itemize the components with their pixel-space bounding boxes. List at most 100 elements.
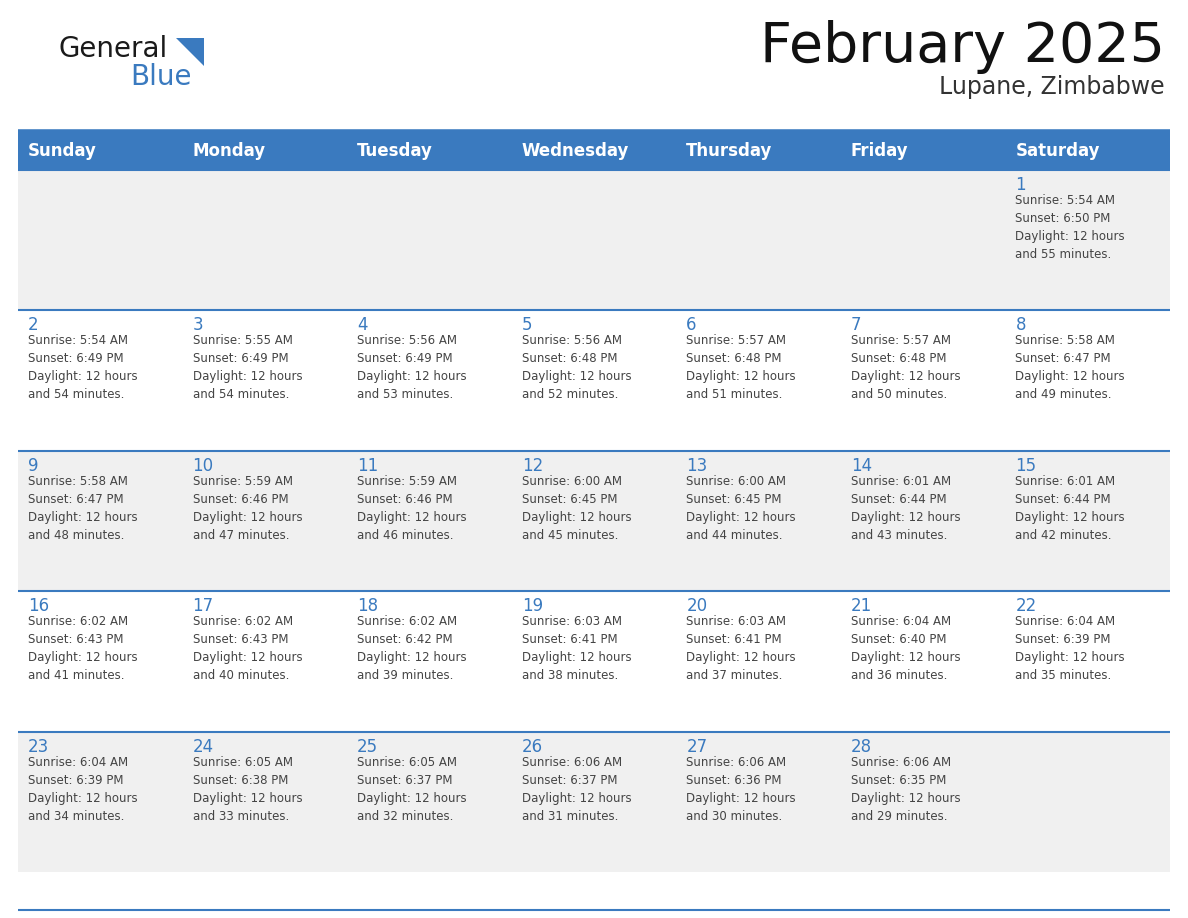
Bar [676,132,841,170]
Text: Sunrise: 5:58 AM
Sunset: 6:47 PM
Daylight: 12 hours
and 49 minutes.: Sunrise: 5:58 AM Sunset: 6:47 PM Dayligh… [1016,334,1125,401]
Bar [183,451,347,591]
Text: Tuesday: Tuesday [358,142,432,160]
Bar [18,170,183,310]
Text: 18: 18 [358,598,378,615]
Bar [512,310,676,451]
Bar [183,591,347,732]
Text: 10: 10 [192,457,214,475]
Bar [1005,591,1170,732]
Bar [676,732,841,872]
Text: Sunrise: 6:04 AM
Sunset: 6:39 PM
Daylight: 12 hours
and 35 minutes.: Sunrise: 6:04 AM Sunset: 6:39 PM Dayligh… [1016,615,1125,682]
Text: 20: 20 [687,598,707,615]
Text: Sunrise: 6:04 AM
Sunset: 6:39 PM
Daylight: 12 hours
and 34 minutes.: Sunrise: 6:04 AM Sunset: 6:39 PM Dayligh… [29,756,138,823]
Text: Sunrise: 6:03 AM
Sunset: 6:41 PM
Daylight: 12 hours
and 37 minutes.: Sunrise: 6:03 AM Sunset: 6:41 PM Dayligh… [687,615,796,682]
Bar [18,451,183,591]
Bar [512,451,676,591]
Text: February 2025: February 2025 [760,20,1165,74]
Bar [18,591,183,732]
Text: 2: 2 [29,317,39,334]
Text: Sunrise: 5:59 AM
Sunset: 6:46 PM
Daylight: 12 hours
and 47 minutes.: Sunrise: 5:59 AM Sunset: 6:46 PM Dayligh… [192,475,302,542]
Text: Sunrise: 5:56 AM
Sunset: 6:48 PM
Daylight: 12 hours
and 52 minutes.: Sunrise: 5:56 AM Sunset: 6:48 PM Dayligh… [522,334,631,401]
Bar [347,451,512,591]
Bar [841,591,1005,732]
Text: 12: 12 [522,457,543,475]
Bar [1005,732,1170,872]
Polygon shape [176,38,204,66]
Text: 21: 21 [851,598,872,615]
Text: Sunrise: 5:55 AM
Sunset: 6:49 PM
Daylight: 12 hours
and 54 minutes.: Sunrise: 5:55 AM Sunset: 6:49 PM Dayligh… [192,334,302,401]
Bar [512,732,676,872]
Bar [676,170,841,310]
Text: 8: 8 [1016,317,1026,334]
Bar [347,310,512,451]
Text: Sunrise: 5:59 AM
Sunset: 6:46 PM
Daylight: 12 hours
and 46 minutes.: Sunrise: 5:59 AM Sunset: 6:46 PM Dayligh… [358,475,467,542]
Bar [1005,310,1170,451]
Bar [183,310,347,451]
Bar [1005,451,1170,591]
Text: Sunrise: 6:01 AM
Sunset: 6:44 PM
Daylight: 12 hours
and 43 minutes.: Sunrise: 6:01 AM Sunset: 6:44 PM Dayligh… [851,475,960,542]
Text: Sunrise: 5:54 AM
Sunset: 6:49 PM
Daylight: 12 hours
and 54 minutes.: Sunrise: 5:54 AM Sunset: 6:49 PM Dayligh… [29,334,138,401]
Text: Sunrise: 6:02 AM
Sunset: 6:43 PM
Daylight: 12 hours
and 41 minutes.: Sunrise: 6:02 AM Sunset: 6:43 PM Dayligh… [29,615,138,682]
Text: Sunrise: 6:03 AM
Sunset: 6:41 PM
Daylight: 12 hours
and 38 minutes.: Sunrise: 6:03 AM Sunset: 6:41 PM Dayligh… [522,615,631,682]
Bar [183,170,347,310]
Bar [347,132,512,170]
Text: Sunrise: 6:00 AM
Sunset: 6:45 PM
Daylight: 12 hours
and 45 minutes.: Sunrise: 6:00 AM Sunset: 6:45 PM Dayligh… [522,475,631,542]
Text: 13: 13 [687,457,708,475]
Text: 5: 5 [522,317,532,334]
Text: Sunrise: 6:06 AM
Sunset: 6:35 PM
Daylight: 12 hours
and 29 minutes.: Sunrise: 6:06 AM Sunset: 6:35 PM Dayligh… [851,756,960,823]
Text: Wednesday: Wednesday [522,142,630,160]
Text: Lupane, Zimbabwe: Lupane, Zimbabwe [940,75,1165,99]
Bar [841,132,1005,170]
Text: 9: 9 [29,457,38,475]
Bar [347,170,512,310]
Bar [347,591,512,732]
Text: Sunrise: 6:06 AM
Sunset: 6:37 PM
Daylight: 12 hours
and 31 minutes.: Sunrise: 6:06 AM Sunset: 6:37 PM Dayligh… [522,756,631,823]
Text: 1: 1 [1016,176,1026,194]
Text: 25: 25 [358,737,378,756]
Text: Sunrise: 6:01 AM
Sunset: 6:44 PM
Daylight: 12 hours
and 42 minutes.: Sunrise: 6:01 AM Sunset: 6:44 PM Dayligh… [1016,475,1125,542]
Bar [676,310,841,451]
Text: Sunrise: 5:56 AM
Sunset: 6:49 PM
Daylight: 12 hours
and 53 minutes.: Sunrise: 5:56 AM Sunset: 6:49 PM Dayligh… [358,334,467,401]
Text: Sunday: Sunday [29,142,97,160]
Text: 14: 14 [851,457,872,475]
Bar [512,591,676,732]
Text: Monday: Monday [192,142,266,160]
Text: 15: 15 [1016,457,1037,475]
Text: Sunrise: 5:57 AM
Sunset: 6:48 PM
Daylight: 12 hours
and 51 minutes.: Sunrise: 5:57 AM Sunset: 6:48 PM Dayligh… [687,334,796,401]
Text: 17: 17 [192,598,214,615]
Text: Thursday: Thursday [687,142,772,160]
Text: Sunrise: 6:06 AM
Sunset: 6:36 PM
Daylight: 12 hours
and 30 minutes.: Sunrise: 6:06 AM Sunset: 6:36 PM Dayligh… [687,756,796,823]
Bar [841,310,1005,451]
Text: Sunrise: 5:54 AM
Sunset: 6:50 PM
Daylight: 12 hours
and 55 minutes.: Sunrise: 5:54 AM Sunset: 6:50 PM Dayligh… [1016,194,1125,261]
Bar [841,732,1005,872]
Text: Sunrise: 6:05 AM
Sunset: 6:37 PM
Daylight: 12 hours
and 32 minutes.: Sunrise: 6:05 AM Sunset: 6:37 PM Dayligh… [358,756,467,823]
Bar [18,132,183,170]
Text: 19: 19 [522,598,543,615]
Bar [18,310,183,451]
Text: Sunrise: 6:02 AM
Sunset: 6:42 PM
Daylight: 12 hours
and 39 minutes.: Sunrise: 6:02 AM Sunset: 6:42 PM Dayligh… [358,615,467,682]
Bar [183,732,347,872]
Text: Friday: Friday [851,142,909,160]
Text: 16: 16 [29,598,49,615]
Text: Sunrise: 6:04 AM
Sunset: 6:40 PM
Daylight: 12 hours
and 36 minutes.: Sunrise: 6:04 AM Sunset: 6:40 PM Dayligh… [851,615,960,682]
Bar [1005,132,1170,170]
Text: 11: 11 [358,457,379,475]
Text: Blue: Blue [129,63,191,91]
Bar [18,732,183,872]
Text: Sunrise: 6:05 AM
Sunset: 6:38 PM
Daylight: 12 hours
and 33 minutes.: Sunrise: 6:05 AM Sunset: 6:38 PM Dayligh… [192,756,302,823]
Text: Sunrise: 5:58 AM
Sunset: 6:47 PM
Daylight: 12 hours
and 48 minutes.: Sunrise: 5:58 AM Sunset: 6:47 PM Dayligh… [29,475,138,542]
Bar [676,591,841,732]
Text: 27: 27 [687,737,707,756]
Text: 3: 3 [192,317,203,334]
Text: Saturday: Saturday [1016,142,1100,160]
Text: 22: 22 [1016,598,1037,615]
Text: 4: 4 [358,317,367,334]
Bar [183,132,347,170]
Bar [841,451,1005,591]
Text: Sunrise: 6:00 AM
Sunset: 6:45 PM
Daylight: 12 hours
and 44 minutes.: Sunrise: 6:00 AM Sunset: 6:45 PM Dayligh… [687,475,796,542]
Bar [676,451,841,591]
Text: 23: 23 [29,737,49,756]
Text: Sunrise: 6:02 AM
Sunset: 6:43 PM
Daylight: 12 hours
and 40 minutes.: Sunrise: 6:02 AM Sunset: 6:43 PM Dayligh… [192,615,302,682]
Text: 24: 24 [192,737,214,756]
Text: 28: 28 [851,737,872,756]
